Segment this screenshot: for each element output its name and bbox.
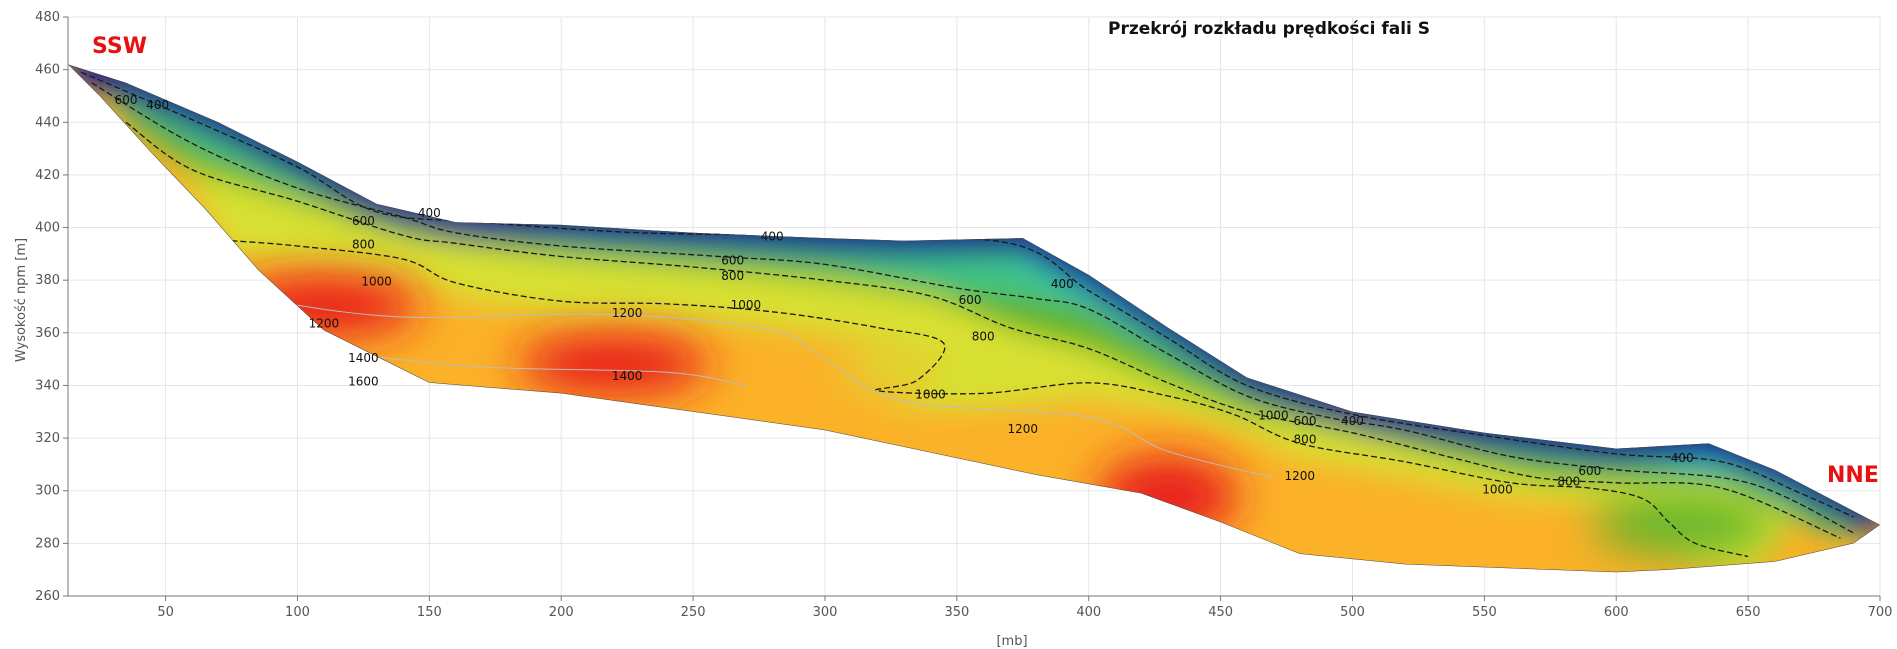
contour-label: 400 bbox=[1341, 414, 1364, 428]
x-tick-label: 150 bbox=[417, 605, 442, 620]
y-tick-label: 480 bbox=[35, 10, 60, 25]
contour-label: 800 bbox=[972, 330, 995, 344]
x-tick-label: 400 bbox=[1076, 605, 1101, 620]
green-core bbox=[1592, 496, 1773, 553]
minor-contour-1200 bbox=[271, 300, 1274, 479]
x-tick-label: 450 bbox=[1208, 605, 1233, 620]
contour-label: 1000 bbox=[361, 274, 392, 288]
contour-label: 1000 bbox=[915, 388, 946, 402]
contour-label: 1200 bbox=[309, 317, 340, 331]
contour-1000 bbox=[231, 240, 1749, 558]
contour-label: 1200 bbox=[1284, 469, 1315, 483]
contour-label: 800 bbox=[1294, 432, 1317, 446]
contour-label: 1000 bbox=[1258, 409, 1289, 423]
x-tick-label: 50 bbox=[157, 605, 174, 620]
y-tick-label: 460 bbox=[35, 63, 60, 78]
x-tick-label: 500 bbox=[1340, 605, 1365, 620]
contour-label: 1000 bbox=[1482, 482, 1513, 496]
contour-labels: 4004004004004004006006006006006006008008… bbox=[115, 93, 1694, 497]
contour-label: 1000 bbox=[731, 298, 762, 312]
contour-label: 1400 bbox=[612, 369, 643, 383]
x-tick-label: 600 bbox=[1604, 605, 1629, 620]
contour-label: 1200 bbox=[1008, 422, 1039, 436]
y-tick-label: 380 bbox=[35, 273, 60, 288]
direction-label-left: SSW bbox=[92, 34, 147, 59]
contour-label: 600 bbox=[721, 253, 744, 267]
contour-label: 600 bbox=[1578, 464, 1601, 478]
y-tick-label: 420 bbox=[35, 168, 60, 183]
axes: 50 100 150 200 250 300 350 400 450 500 550 600 650 70… bbox=[35, 10, 1892, 620]
y-tick-label: 300 bbox=[35, 484, 60, 499]
x-tick-label: 350 bbox=[944, 605, 969, 620]
velocity-core bbox=[518, 334, 709, 395]
contour-label: 400 bbox=[418, 206, 441, 220]
y-tick-label: 440 bbox=[35, 115, 60, 130]
contour-label: 800 bbox=[1557, 474, 1580, 488]
y-tick-label: 400 bbox=[35, 221, 60, 236]
chart-title: Przekrój rozkładu prędkości fali S bbox=[1108, 19, 1430, 39]
minor-contour-1400 bbox=[350, 353, 746, 386]
y-tick-label: 360 bbox=[35, 326, 60, 341]
contour-label: 600 bbox=[115, 93, 138, 107]
contour-label: 400 bbox=[1051, 277, 1074, 291]
x-tick-label: 250 bbox=[681, 605, 706, 620]
velocity-core bbox=[1097, 455, 1238, 536]
x-tick-label: 100 bbox=[285, 605, 310, 620]
velocity-field bbox=[68, 64, 1880, 573]
contour-800 bbox=[125, 121, 1841, 539]
contour-label: 600 bbox=[1294, 414, 1317, 428]
contour-label: 1200 bbox=[612, 306, 643, 320]
y-tick-label: 260 bbox=[35, 589, 60, 604]
contour-label: 800 bbox=[721, 269, 744, 283]
y-tick-label: 280 bbox=[35, 536, 60, 551]
x-tick-label: 200 bbox=[549, 605, 574, 620]
x-tick-label: 550 bbox=[1472, 605, 1497, 620]
contour-label: 1600 bbox=[348, 374, 379, 388]
contour-label: 400 bbox=[1671, 451, 1694, 465]
contour-label: 600 bbox=[352, 214, 375, 228]
x-tick-label: 300 bbox=[813, 605, 838, 620]
x-axis-title: [mb] bbox=[996, 634, 1027, 649]
contour-label: 400 bbox=[146, 98, 169, 112]
contour-label: 400 bbox=[761, 230, 784, 244]
y-axis-title: Wysokość npm [m] bbox=[14, 238, 29, 362]
x-tick-label: 700 bbox=[1868, 605, 1893, 620]
direction-label-right: NNE bbox=[1827, 463, 1879, 488]
yellow-core bbox=[844, 345, 965, 390]
contour-label: 800 bbox=[352, 238, 375, 252]
contour-label: 1400 bbox=[348, 351, 379, 365]
contour-600 bbox=[91, 82, 1854, 534]
contour-label: 600 bbox=[959, 293, 982, 307]
y-tick-label: 320 bbox=[35, 431, 60, 446]
contour-400 bbox=[80, 71, 1854, 518]
x-tick-label: 650 bbox=[1736, 605, 1761, 620]
y-tick-label: 340 bbox=[35, 378, 60, 393]
